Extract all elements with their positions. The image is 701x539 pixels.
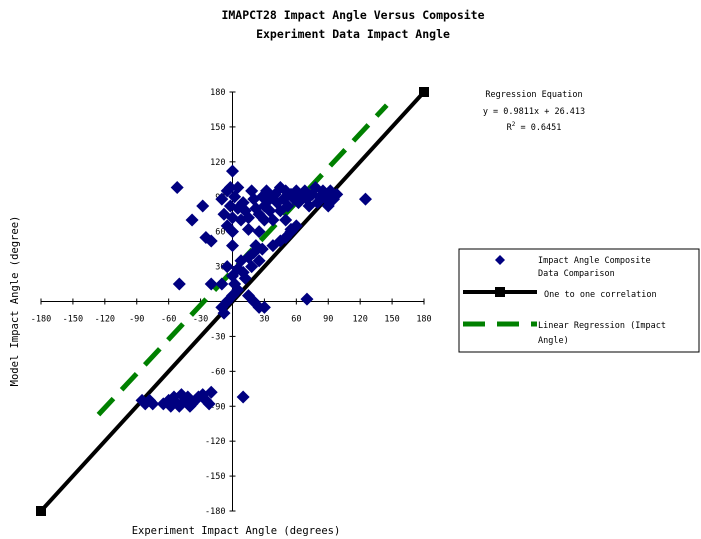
legend-label-scatter-1: Impact Angle Composite bbox=[538, 256, 651, 266]
data-point bbox=[223, 180, 237, 194]
y-tick-label: 120 bbox=[210, 158, 225, 168]
legend-label-regression-1: Linear Regression (Impact bbox=[538, 321, 666, 331]
y-tick-label: 180 bbox=[210, 88, 225, 98]
data-point bbox=[257, 300, 271, 314]
x-tick-label: 30 bbox=[259, 315, 269, 325]
x-tick-label: 120 bbox=[352, 315, 367, 325]
regression-equation: y = 0.9811x + 26.413 bbox=[483, 107, 585, 117]
x-tick-label: -150 bbox=[63, 315, 83, 325]
y-tick-label: -150 bbox=[205, 472, 225, 482]
y-tick-label: -180 bbox=[205, 507, 225, 517]
legend-marker-scatter bbox=[495, 255, 505, 265]
data-point bbox=[185, 213, 199, 227]
data-point bbox=[289, 219, 303, 233]
data-point bbox=[172, 277, 186, 291]
regression-heading: Regression Equation bbox=[485, 90, 582, 100]
y-tick-label: -60 bbox=[210, 367, 225, 377]
data-point bbox=[358, 192, 372, 206]
r2-sup: 2 bbox=[512, 121, 516, 128]
data-point bbox=[204, 234, 218, 248]
x-tick-label: -180 bbox=[31, 315, 51, 325]
scatter-points bbox=[135, 164, 372, 413]
x-tick-label: 60 bbox=[291, 315, 301, 325]
r2-value: = 0.6451 bbox=[515, 123, 561, 133]
data-point bbox=[202, 397, 216, 411]
data-point bbox=[236, 390, 250, 404]
x-axis-title: Experiment Impact Angle (degrees) bbox=[132, 525, 341, 537]
data-point bbox=[226, 239, 239, 253]
data-point bbox=[204, 277, 218, 291]
chart-title-line2: Experiment Data Impact Angle bbox=[256, 27, 450, 41]
data-point bbox=[245, 260, 259, 274]
x-tick-label: 180 bbox=[416, 315, 431, 325]
data-point bbox=[217, 306, 231, 320]
data-point bbox=[266, 213, 280, 227]
data-point bbox=[215, 277, 229, 291]
data-point bbox=[252, 254, 266, 268]
data-point bbox=[330, 187, 344, 201]
legend-marker-one-to-one bbox=[495, 287, 505, 297]
data-point bbox=[300, 292, 314, 306]
data-point bbox=[226, 164, 239, 178]
y-tick-label: 150 bbox=[210, 123, 225, 133]
y-tick-label: 60 bbox=[215, 228, 225, 238]
data-point bbox=[238, 271, 252, 285]
x-tick-label: -120 bbox=[95, 315, 115, 325]
data-point bbox=[170, 180, 184, 194]
legend-box bbox=[458, 248, 700, 353]
data-point bbox=[266, 239, 280, 253]
data-point bbox=[215, 192, 229, 206]
x-tick-label: -90 bbox=[129, 315, 144, 325]
data-point bbox=[231, 180, 245, 194]
x-tick-label: -60 bbox=[161, 315, 176, 325]
regression-r2: R2 = 0.6451 bbox=[507, 121, 562, 133]
data-point bbox=[281, 199, 295, 213]
y-tick-label: -30 bbox=[210, 332, 225, 342]
data-point bbox=[172, 399, 186, 413]
data-point bbox=[279, 213, 293, 227]
y-axis-title: Model Impact Angle (degree) bbox=[9, 216, 21, 387]
x-tick-label: 90 bbox=[323, 315, 333, 325]
data-point bbox=[241, 222, 255, 236]
data-point bbox=[204, 385, 218, 399]
chart-title-line1: IMAPCT28 Impact Angle Versus Composite bbox=[221, 8, 484, 22]
legend-label-scatter-2: Data Comparison bbox=[538, 269, 615, 279]
one-to-one-endpoint bbox=[36, 506, 46, 516]
x-tick-label: -30 bbox=[193, 315, 208, 325]
data-point bbox=[252, 225, 266, 239]
one-to-one-endpoint bbox=[419, 87, 429, 97]
data-point bbox=[220, 260, 234, 274]
y-tick-label: 30 bbox=[215, 263, 225, 273]
data-point bbox=[226, 225, 239, 239]
data-point bbox=[196, 199, 210, 213]
data-point bbox=[183, 399, 197, 413]
data-point bbox=[257, 213, 271, 227]
data-point bbox=[241, 211, 255, 225]
data-point bbox=[255, 242, 269, 256]
legend-label-regression-2: Angle) bbox=[538, 336, 569, 346]
x-tick-label: 150 bbox=[384, 315, 399, 325]
data-point bbox=[146, 397, 160, 411]
regression-annotation: Regression Equation y = 0.9811x + 26.413… bbox=[483, 90, 585, 133]
y-tick-label: -120 bbox=[205, 437, 225, 447]
data-point bbox=[164, 399, 178, 413]
r2-prefix: R bbox=[507, 123, 513, 133]
y-tick-label: -90 bbox=[210, 402, 225, 412]
legend: Impact Angle Composite Data Comparison O… bbox=[458, 248, 700, 353]
legend-label-one-to-one: One to one correlation bbox=[544, 290, 657, 300]
